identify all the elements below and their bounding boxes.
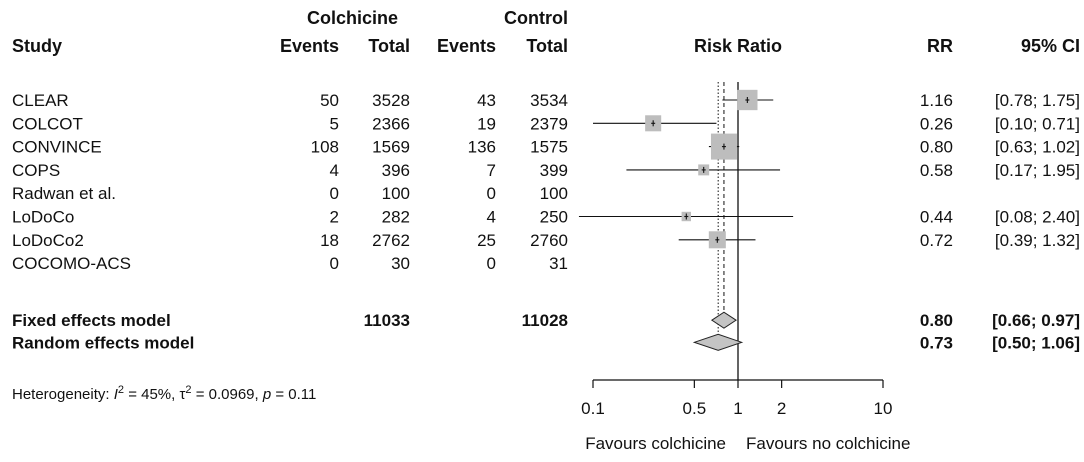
ci-value: [0.78; 1.75]	[995, 91, 1080, 110]
study-name: CLEAR	[12, 91, 69, 110]
total-colchicine: 3528	[372, 91, 410, 110]
total-colchicine: 2762	[372, 231, 410, 250]
header-group-control: Control	[504, 8, 568, 28]
total-colchicine: 2366	[372, 114, 410, 133]
study-name: LoDoCo2	[12, 231, 84, 250]
x-tick-label: 0.1	[581, 399, 605, 418]
plot-area: 0.1 0.5 1 2 10	[578, 82, 893, 418]
header-rr: RR	[927, 36, 953, 56]
pooled-model-name: Random effects model	[12, 333, 194, 352]
header-ci: 95% CI	[1021, 36, 1080, 56]
events-control: 43	[477, 91, 496, 110]
total-control: 250	[540, 208, 568, 227]
events-colchicine: 0	[330, 254, 339, 273]
rr-value: 0.26	[920, 114, 953, 133]
rr-value: 1.16	[920, 91, 953, 110]
ci-value: [0.10; 0.71]	[995, 114, 1080, 133]
pooled-total-control: 11028	[522, 311, 568, 330]
total-control: 3534	[530, 91, 568, 110]
pooled-rr-value: 0.73	[920, 333, 953, 352]
total-control: 399	[540, 161, 568, 180]
events-control: 0	[487, 184, 496, 203]
xlabel-favours-no-colchicine: Favours no colchicine	[746, 434, 910, 453]
study-name: COCOMO-ACS	[12, 254, 131, 273]
header-total-control: Total	[526, 36, 568, 56]
events-control: 19	[477, 114, 496, 133]
pooled-rr-value: 0.80	[920, 311, 953, 330]
rr-value: 0.72	[920, 231, 953, 250]
study-name: COLCOT	[12, 114, 83, 133]
total-control: 100	[540, 184, 568, 203]
events-colchicine: 5	[330, 114, 339, 133]
ci-value: [0.39; 1.32]	[995, 231, 1080, 250]
study-name: LoDoCo	[12, 208, 74, 227]
rr-value: 0.58	[920, 161, 953, 180]
total-control: 2379	[530, 114, 568, 133]
total-control: 2760	[530, 231, 568, 250]
x-tick-label: 0.5	[683, 399, 707, 418]
rr-value: 0.44	[920, 208, 953, 227]
total-control: 1575	[530, 138, 568, 157]
ci-value: [0.08; 2.40]	[995, 208, 1080, 227]
events-control: 0	[487, 254, 496, 273]
events-colchicine: 50	[320, 91, 339, 110]
rr-value: 0.80	[920, 138, 953, 157]
total-colchicine: 100	[382, 184, 410, 203]
total-colchicine: 282	[382, 208, 410, 227]
x-tick-label: 2	[777, 399, 786, 418]
ci-value: [0.63; 1.02]	[995, 138, 1080, 157]
events-colchicine: 18	[320, 231, 339, 250]
total-colchicine: 1569	[372, 138, 410, 157]
events-colchicine: 4	[330, 161, 339, 180]
total-control: 31	[549, 254, 568, 273]
header-risk-ratio: Risk Ratio	[694, 36, 782, 56]
x-tick-label: 10	[874, 399, 893, 418]
xlabel-favours-colchicine: Favours colchicine	[585, 434, 726, 453]
header-group-colchicine: Colchicine	[307, 8, 398, 28]
header-events-colchicine: Events	[280, 36, 339, 56]
x-tick-label: 1	[733, 399, 742, 418]
study-name: Radwan et al.	[12, 184, 116, 203]
header-study: Study	[12, 36, 62, 56]
header-events-control: Events	[437, 36, 496, 56]
events-colchicine: 0	[330, 184, 339, 203]
events-control: 7	[487, 161, 496, 180]
total-colchicine: 30	[391, 254, 410, 273]
events-control: 25	[477, 231, 496, 250]
study-name: CONVINCE	[12, 138, 102, 157]
events-colchicine: 2	[330, 208, 339, 227]
events-control: 136	[468, 138, 496, 157]
pooled-diamond	[692, 333, 744, 351]
pooled-ci-value: [0.50; 1.06]	[992, 333, 1080, 352]
events-colchicine: 108	[311, 138, 339, 157]
pooled-diamond	[710, 311, 737, 329]
pooled-model-name: Fixed effects model	[12, 311, 171, 330]
header-total-colchicine: Total	[368, 36, 410, 56]
total-colchicine: 396	[382, 161, 410, 180]
study-rows: CLEAR 50 3528 43 3534 1.16 [0.78; 1.75]COLCOT 5…	[12, 91, 1080, 352]
events-control: 4	[487, 208, 496, 227]
study-name: COPS	[12, 161, 60, 180]
ci-value: [0.17; 1.95]	[995, 161, 1080, 180]
heterogeneity-text: Heterogeneity: I2 = 45%, τ2 = 0.0969, p …	[12, 384, 316, 403]
pooled-total-colchicine: 11033	[364, 311, 410, 330]
pooled-ci-value: [0.66; 0.97]	[992, 311, 1080, 330]
